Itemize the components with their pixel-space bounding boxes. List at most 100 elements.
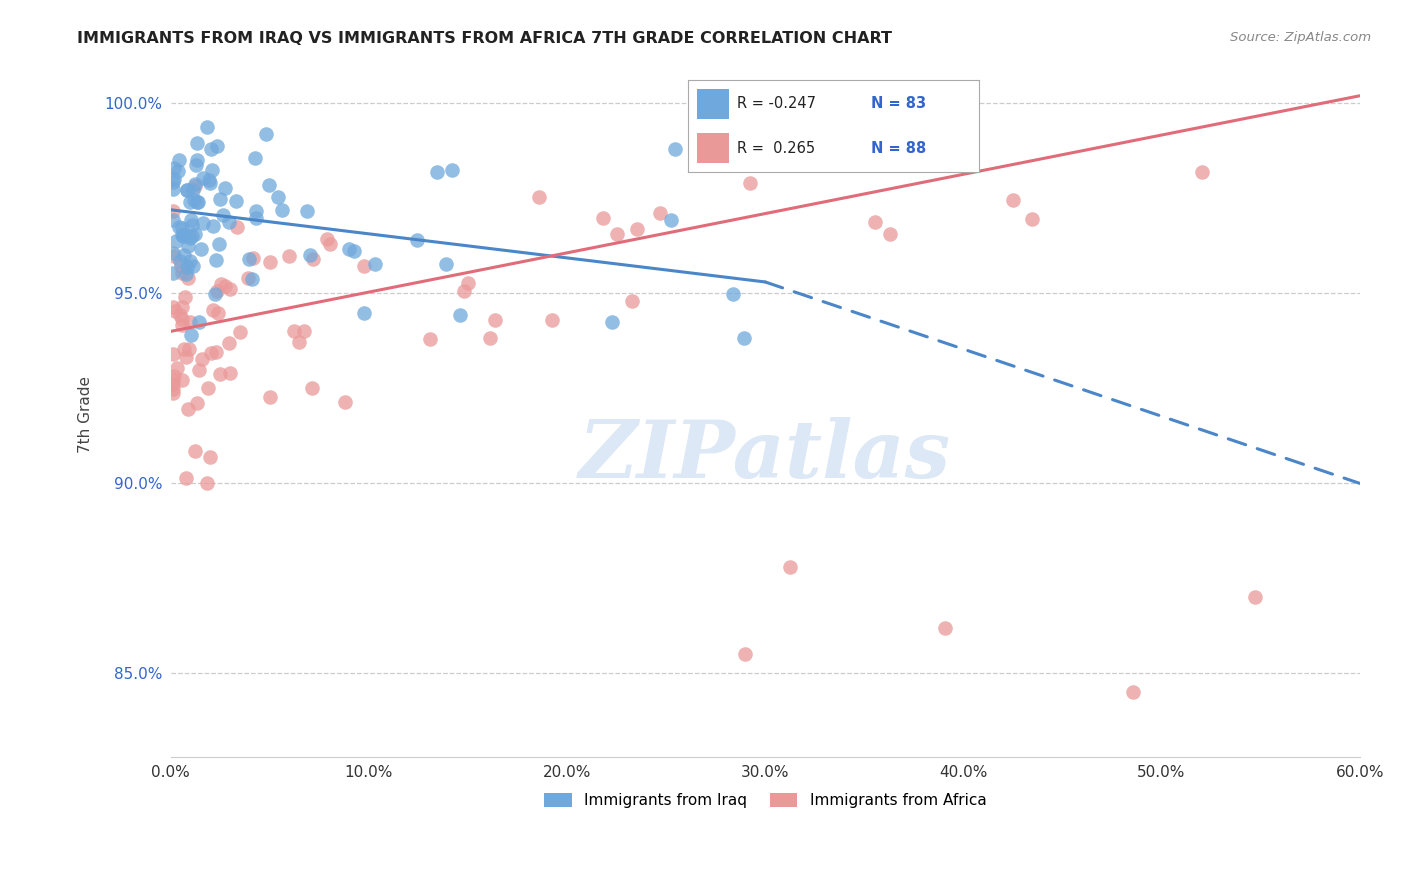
Point [162, 212, 184, 227]
Point [176, 183, 198, 197]
Point [162, 373, 184, 387]
Point [266, 190, 288, 204]
Point [198, 450, 221, 464]
Point [283, 324, 305, 338]
Point [183, 179, 205, 194]
Point [177, 271, 200, 285]
Point [1122, 685, 1144, 699]
Point [177, 238, 200, 252]
Point [204, 287, 226, 301]
Point [738, 176, 761, 190]
Point [162, 347, 184, 361]
Point [170, 373, 193, 387]
Point [721, 287, 744, 301]
Point [219, 366, 242, 380]
Point [270, 202, 292, 217]
Point [200, 142, 222, 156]
Point [186, 195, 208, 210]
Point [188, 316, 211, 330]
Point [173, 228, 195, 243]
Point [934, 621, 956, 635]
Point [257, 178, 280, 192]
Point [259, 390, 281, 404]
Point [179, 231, 201, 245]
Point [440, 163, 463, 178]
Point [180, 328, 202, 343]
Point [209, 368, 232, 382]
Point [184, 177, 207, 191]
Point [181, 218, 204, 232]
Point [172, 266, 194, 280]
Point [479, 331, 502, 345]
Point [763, 151, 786, 165]
Point [245, 204, 267, 219]
Point [167, 219, 190, 234]
Point [219, 282, 242, 296]
Point [195, 120, 218, 135]
Point [181, 183, 204, 197]
Point [236, 270, 259, 285]
Point [186, 396, 208, 410]
Point [294, 324, 316, 338]
Point [169, 254, 191, 268]
Point [163, 303, 186, 318]
Point [162, 249, 184, 263]
Point [162, 376, 184, 391]
Point [207, 306, 229, 320]
Point [173, 342, 195, 356]
Point [299, 248, 322, 262]
Point [353, 305, 375, 319]
Point [162, 266, 184, 280]
Point [173, 248, 195, 262]
Point [162, 172, 184, 186]
Point [353, 259, 375, 273]
Point [295, 203, 318, 218]
Point [184, 444, 207, 458]
Point [226, 220, 249, 235]
Point [453, 285, 475, 299]
Point [186, 136, 208, 151]
Point [287, 335, 309, 350]
Point [794, 131, 817, 145]
Point [172, 229, 194, 244]
Point [172, 318, 194, 333]
Point [277, 249, 299, 263]
Point [165, 234, 187, 248]
Point [659, 213, 682, 227]
Point [184, 158, 207, 172]
Point [1001, 194, 1024, 208]
Point [162, 245, 184, 260]
Point [302, 252, 325, 267]
Legend: Immigrants from Iraq, Immigrants from Africa: Immigrants from Iraq, Immigrants from Af… [538, 787, 993, 814]
Point [734, 648, 756, 662]
Point [218, 215, 240, 229]
Y-axis label: 7th Grade: 7th Grade [79, 376, 93, 453]
Point [163, 161, 186, 175]
Point [197, 475, 219, 490]
Point [162, 386, 184, 401]
Point [205, 138, 228, 153]
Point [434, 257, 457, 271]
Point [484, 312, 506, 326]
Point [316, 232, 339, 246]
Point [301, 381, 323, 395]
Point [626, 222, 648, 236]
Point [187, 194, 209, 209]
Point [181, 228, 204, 243]
Point [174, 471, 197, 485]
Point [162, 176, 184, 190]
Point [202, 303, 225, 318]
Point [181, 260, 204, 274]
Point [863, 215, 886, 229]
Point [406, 233, 429, 247]
Point [193, 170, 215, 185]
Point [198, 176, 221, 190]
Point [166, 164, 188, 178]
Point [879, 227, 901, 242]
Point [800, 135, 823, 149]
Point [600, 315, 623, 329]
Text: IMMIGRANTS FROM IRAQ VS IMMIGRANTS FROM AFRICA 7TH GRADE CORRELATION CHART: IMMIGRANTS FROM IRAQ VS IMMIGRANTS FROM … [77, 31, 893, 46]
Point [176, 260, 198, 275]
Point [529, 189, 551, 203]
Point [176, 402, 198, 417]
